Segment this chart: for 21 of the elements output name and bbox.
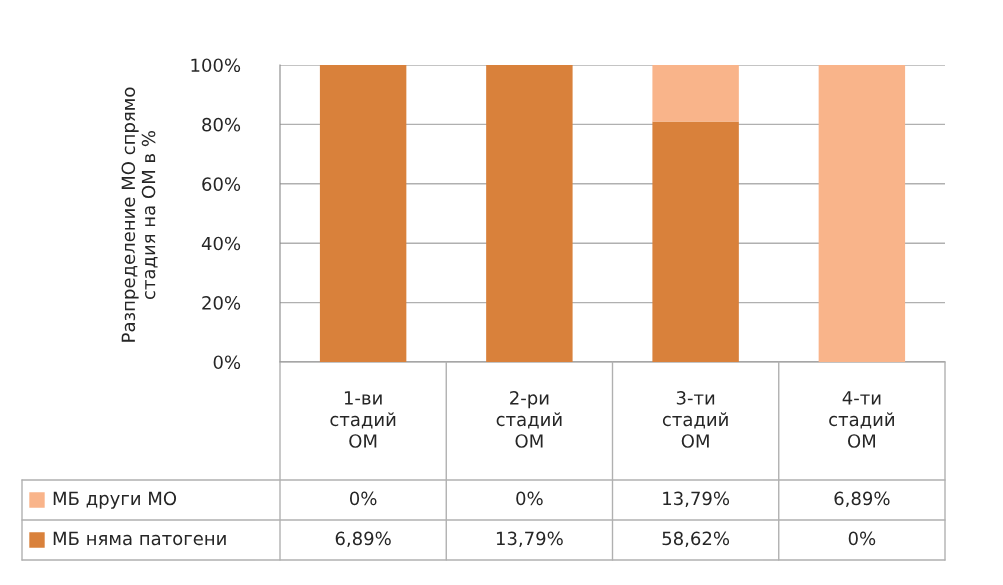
text: 6,89% — [335, 531, 391, 548]
y-tick-label: 100% — [191, 58, 241, 73]
text: 0% — [516, 491, 543, 506]
x-tick-label: 3-ти стадий ОМ — [662, 390, 728, 448]
text: 58,62% — [662, 531, 730, 548]
text: 6,89% — [834, 491, 890, 508]
y-axis-title: Разпределение МО спрямо стадия на ОМ в % — [121, 87, 158, 342]
y-tick-label: 80% — [202, 117, 241, 132]
text: 0% — [848, 531, 876, 546]
y-tick-label: 0% — [213, 355, 241, 370]
y-tick-label: 60% — [202, 177, 241, 191]
text: 13,79% — [663, 491, 730, 508]
text: 0% — [349, 491, 377, 506]
legend-label: МБ няма патогени — [53, 531, 226, 546]
y-tick-label: 40% — [201, 236, 241, 251]
x-tick-label: 1-ви стадий ОМ — [330, 391, 396, 448]
text: 13,79% — [496, 531, 563, 548]
x-tick-label: 4-ти стадий ОМ — [829, 391, 894, 448]
x-tick-label: 2-ри стадий ОМ — [496, 390, 562, 448]
legend-label: МБ други МО — [53, 491, 177, 509]
y-tick-label: 20% — [202, 296, 241, 310]
